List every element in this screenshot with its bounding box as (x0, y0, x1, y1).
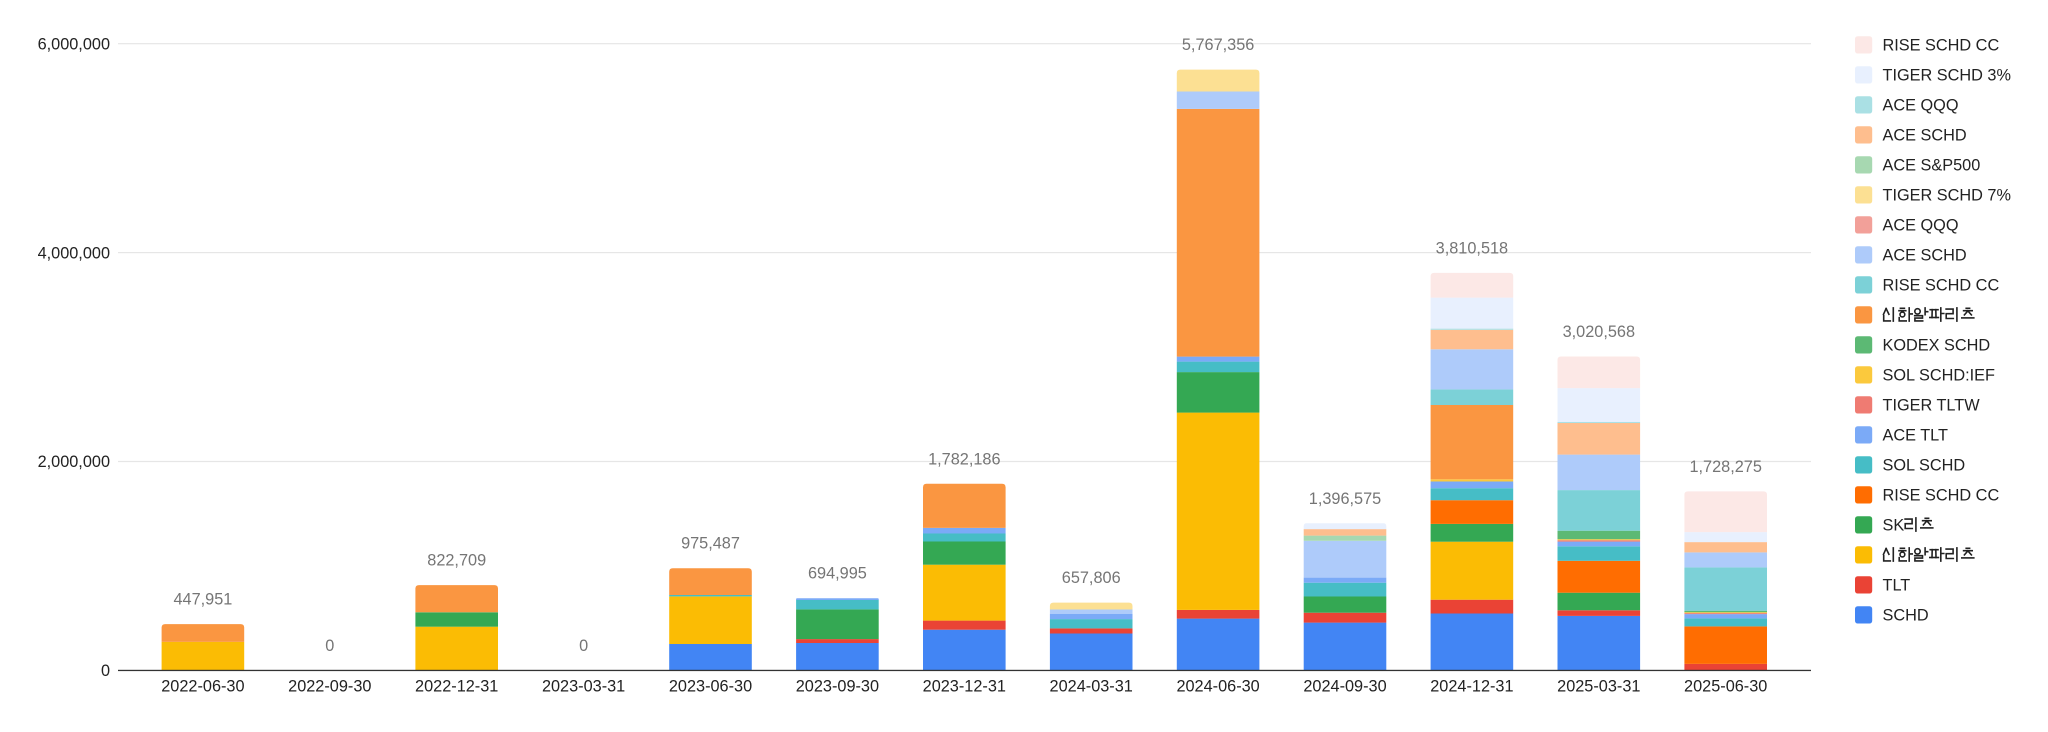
svg-text:5,767,356: 5,767,356 (1182, 36, 1254, 54)
svg-text:SOL SCHD:IEF: SOL SCHD:IEF (1883, 367, 1996, 385)
svg-text:ACE QQQ: ACE QQQ (1883, 217, 1959, 235)
svg-text:TLT: TLT (1883, 577, 1911, 595)
svg-text:2022-09-30: 2022-09-30 (288, 678, 371, 696)
svg-text:2025-06-30: 2025-06-30 (1684, 678, 1767, 696)
svg-text:2,000,000: 2,000,000 (38, 453, 110, 471)
svg-text:0: 0 (579, 637, 588, 655)
svg-text:2024-06-30: 2024-06-30 (1176, 678, 1259, 696)
svg-text:822,709: 822,709 (427, 552, 486, 570)
svg-text:2024-03-31: 2024-03-31 (1050, 678, 1133, 696)
svg-text:694,995: 694,995 (808, 565, 867, 583)
svg-text:TIGER TLTW: TIGER TLTW (1883, 397, 1981, 415)
svg-text:ACE SCHD: ACE SCHD (1883, 127, 1967, 145)
svg-text:0: 0 (325, 637, 334, 655)
svg-text:1,782,186: 1,782,186 (928, 450, 1000, 468)
svg-text:TIGER SCHD 7%: TIGER SCHD 7% (1883, 187, 2011, 205)
svg-text:TIGER SCHD 3%: TIGER SCHD 3% (1883, 67, 2011, 85)
svg-text:6,000,000: 6,000,000 (38, 35, 110, 53)
svg-text:KODEX SCHD: KODEX SCHD (1883, 337, 1991, 355)
svg-text:ACE QQQ: ACE QQQ (1883, 97, 1959, 115)
svg-text:3,810,518: 3,810,518 (1436, 239, 1508, 257)
svg-text:657,806: 657,806 (1062, 569, 1121, 587)
svg-text:SCHD: SCHD (1883, 607, 1929, 625)
svg-text:2023-09-30: 2023-09-30 (796, 678, 879, 696)
svg-text:2024-09-30: 2024-09-30 (1303, 678, 1386, 696)
svg-text:3,020,568: 3,020,568 (1563, 323, 1635, 341)
svg-text:2022-06-30: 2022-06-30 (161, 678, 244, 696)
svg-text:RISE SCHD CC: RISE SCHD CC (1883, 37, 2000, 55)
svg-text:2022-12-31: 2022-12-31 (415, 678, 498, 696)
svg-text:0: 0 (101, 662, 110, 680)
svg-text:4,000,000: 4,000,000 (38, 244, 110, 262)
svg-text:SK: SK (1883, 517, 1905, 535)
svg-text:2023-03-31: 2023-03-31 (542, 678, 625, 696)
svg-text:2025-03-31: 2025-03-31 (1557, 678, 1640, 696)
svg-text:2023-12-31: 2023-12-31 (923, 678, 1006, 696)
svg-text:SOL SCHD: SOL SCHD (1883, 457, 1966, 475)
svg-text:975,487: 975,487 (681, 535, 740, 553)
svg-text:447,951: 447,951 (173, 591, 232, 609)
svg-text:1,728,275: 1,728,275 (1689, 458, 1761, 476)
svg-text:ACE S&P500: ACE S&P500 (1883, 157, 1981, 175)
svg-text:2024-12-31: 2024-12-31 (1430, 678, 1513, 696)
svg-text:ACE SCHD: ACE SCHD (1883, 247, 1967, 265)
svg-text:RISE SCHD CC: RISE SCHD CC (1883, 487, 2000, 505)
svg-text:ACE TLT: ACE TLT (1883, 427, 1948, 445)
svg-text:2023-06-30: 2023-06-30 (669, 678, 752, 696)
svg-text:RISE SCHD CC: RISE SCHD CC (1883, 277, 2000, 295)
svg-text:1,396,575: 1,396,575 (1309, 490, 1381, 508)
